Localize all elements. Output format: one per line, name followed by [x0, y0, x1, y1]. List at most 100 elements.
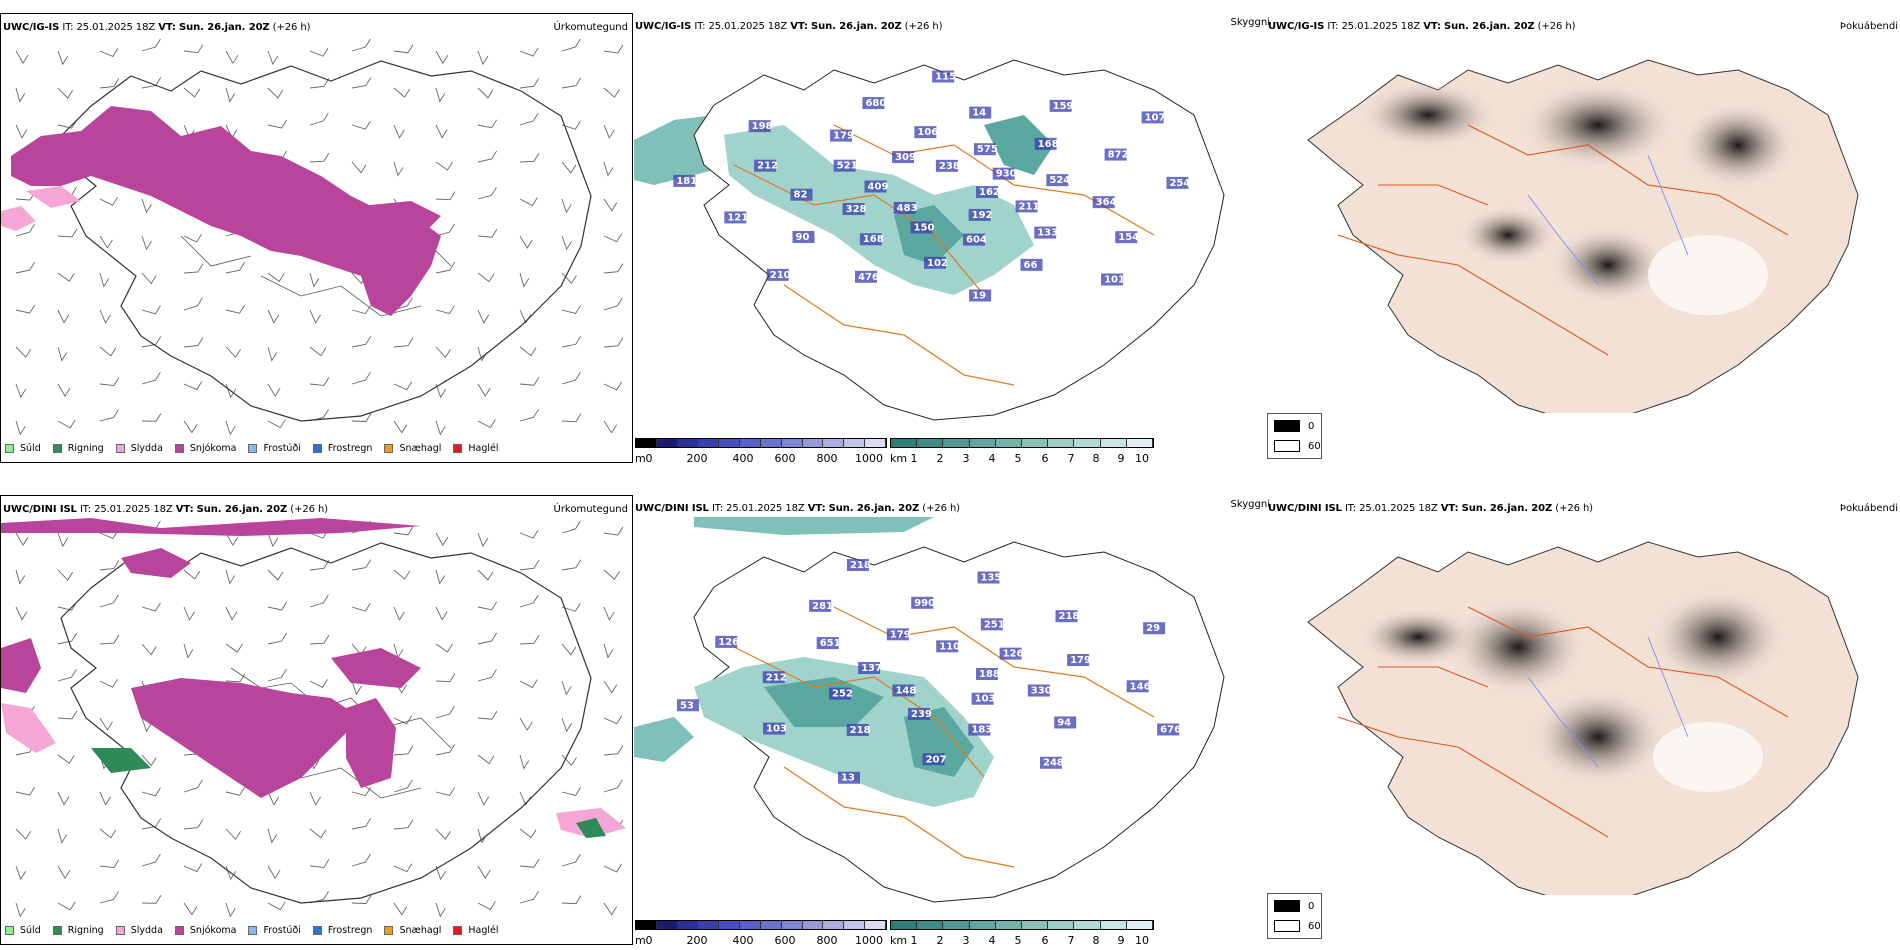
wind-barb: [561, 38, 581, 52]
wind-barb: [393, 161, 404, 177]
wind-barb: [351, 305, 371, 315]
colorbar-segment: [1022, 921, 1049, 929]
legend-item: Rigning: [52, 925, 104, 936]
colorbar-segment: [844, 921, 866, 929]
cloud-base-label: 162: [979, 187, 1000, 198]
cloud-base-cell: [1049, 99, 1072, 112]
colorbar-segment: [995, 439, 1023, 447]
colorbar-segment: [917, 921, 944, 929]
wind-barb: [435, 124, 448, 139]
legend-item: Snjókoma: [174, 925, 236, 936]
cloud-base-label: 135: [981, 573, 1002, 584]
ceiling-colorbar: m 0 200 400 600 800 1000: [635, 920, 887, 945]
wind-barb: [477, 901, 496, 911]
wind-barb: [99, 48, 119, 57]
wind-barb: [225, 643, 243, 653]
tick-label: 800: [816, 934, 838, 945]
wind-barb: [435, 223, 455, 237]
colorbar-segment: [636, 921, 657, 929]
fog-swatch-white: [1274, 920, 1300, 932]
cloud-base-label: 521: [837, 161, 858, 172]
wind-barb: [435, 161, 453, 171]
cloud-base-cell: [1104, 148, 1127, 161]
wind-barb: [519, 891, 539, 904]
wind-barb: [393, 297, 413, 311]
ceiling-unit: m: [635, 452, 646, 463]
legend-item: Súld: [5, 925, 41, 936]
wind-barb: [435, 744, 456, 756]
cloud-base-label: 239: [911, 709, 932, 720]
wind-barb: [561, 272, 577, 285]
panel-header: UWC/IG-IS IT: 25.01.2025 18Z VT: Sun. 26…: [635, 21, 943, 32]
cloud-base-cell: [809, 599, 832, 612]
wind-barb: [141, 198, 152, 214]
wind-barb: [351, 38, 371, 52]
wind-barb: [477, 569, 494, 581]
wind-barb: [15, 50, 29, 64]
colorbar-segment: [1022, 439, 1049, 447]
visibility-colorbar-strip: [890, 438, 1154, 448]
wind-barb: [435, 902, 446, 918]
cloud-base-label: 990: [914, 598, 935, 609]
colorbar-segment: [802, 439, 824, 447]
wind-barb: [393, 44, 414, 54]
cloud-base-label: 218: [850, 560, 871, 571]
cloud-base-cell: [816, 637, 839, 650]
wind-barb: [99, 791, 111, 806]
precip-map: [1, 518, 626, 918]
cloud-base-label: 103: [766, 724, 787, 735]
wind-barb: [603, 643, 614, 659]
cloud-base-cell: [980, 618, 1003, 631]
cloud-base-label: 676: [1160, 724, 1181, 735]
precip-title: Úrkomutegund: [553, 22, 628, 33]
cloud-base-label: 251: [984, 619, 1005, 630]
wind-barb: [183, 863, 203, 873]
wind-barb: [267, 669, 287, 682]
wind-barb: [15, 902, 26, 918]
panel-header: UWC/IG-IS IT: 25.01.2025 18Z VT: Sun. 26…: [3, 22, 311, 33]
wind-barb: [99, 560, 120, 571]
wind-barb: [351, 336, 372, 348]
wind-barb: [477, 601, 498, 611]
tick-label: 4: [988, 452, 996, 463]
wind-barb: [99, 409, 119, 422]
wind-barb: [309, 859, 330, 868]
wind-barb: [561, 161, 577, 174]
legend-item: Rigning: [52, 443, 104, 454]
wind-barb: [519, 272, 530, 288]
wind-barb: [561, 77, 582, 89]
cloud-base-cell: [792, 230, 815, 243]
colorbar-segment: [636, 439, 657, 447]
cloud-base-label: 238: [939, 161, 960, 172]
cloud-base-label: 211: [1019, 201, 1040, 212]
tick-label: 200: [686, 452, 708, 463]
wind-barb: [183, 902, 198, 916]
cloud-base-label: 181: [676, 176, 697, 187]
wind-barb: [15, 261, 36, 274]
ceiling-map: 188 148 110 103 137 126 239 179 330 252 251 183 651 1…: [634, 517, 1225, 903]
wind-barb: [57, 828, 68, 844]
wind-barb: [57, 272, 75, 282]
wind-barb: [477, 187, 497, 200]
wind-barb: [309, 152, 330, 163]
cloud-base-cell: [923, 256, 946, 269]
cloud-base-label: 872: [1108, 150, 1129, 161]
wind-barb: [183, 381, 203, 391]
wind-barb: [435, 383, 447, 399]
wind-barb: [225, 569, 236, 585]
wind-barb: [393, 606, 405, 621]
wind-barb: [561, 559, 582, 571]
cloud-base-cell: [762, 722, 785, 735]
cloud-base-label: 53: [680, 700, 694, 711]
wind-barb: [603, 902, 618, 916]
wind-barb: [477, 309, 490, 324]
legend-swatch: [312, 444, 322, 453]
wind-barb: [57, 50, 69, 66]
wind-barb: [393, 863, 413, 873]
wind-barb: [393, 745, 414, 756]
wind-barb: [267, 87, 284, 99]
wind-barb: [309, 48, 329, 57]
wind-barb: [141, 717, 152, 733]
wind-barb: [351, 161, 367, 174]
wind-barb: [561, 413, 582, 423]
